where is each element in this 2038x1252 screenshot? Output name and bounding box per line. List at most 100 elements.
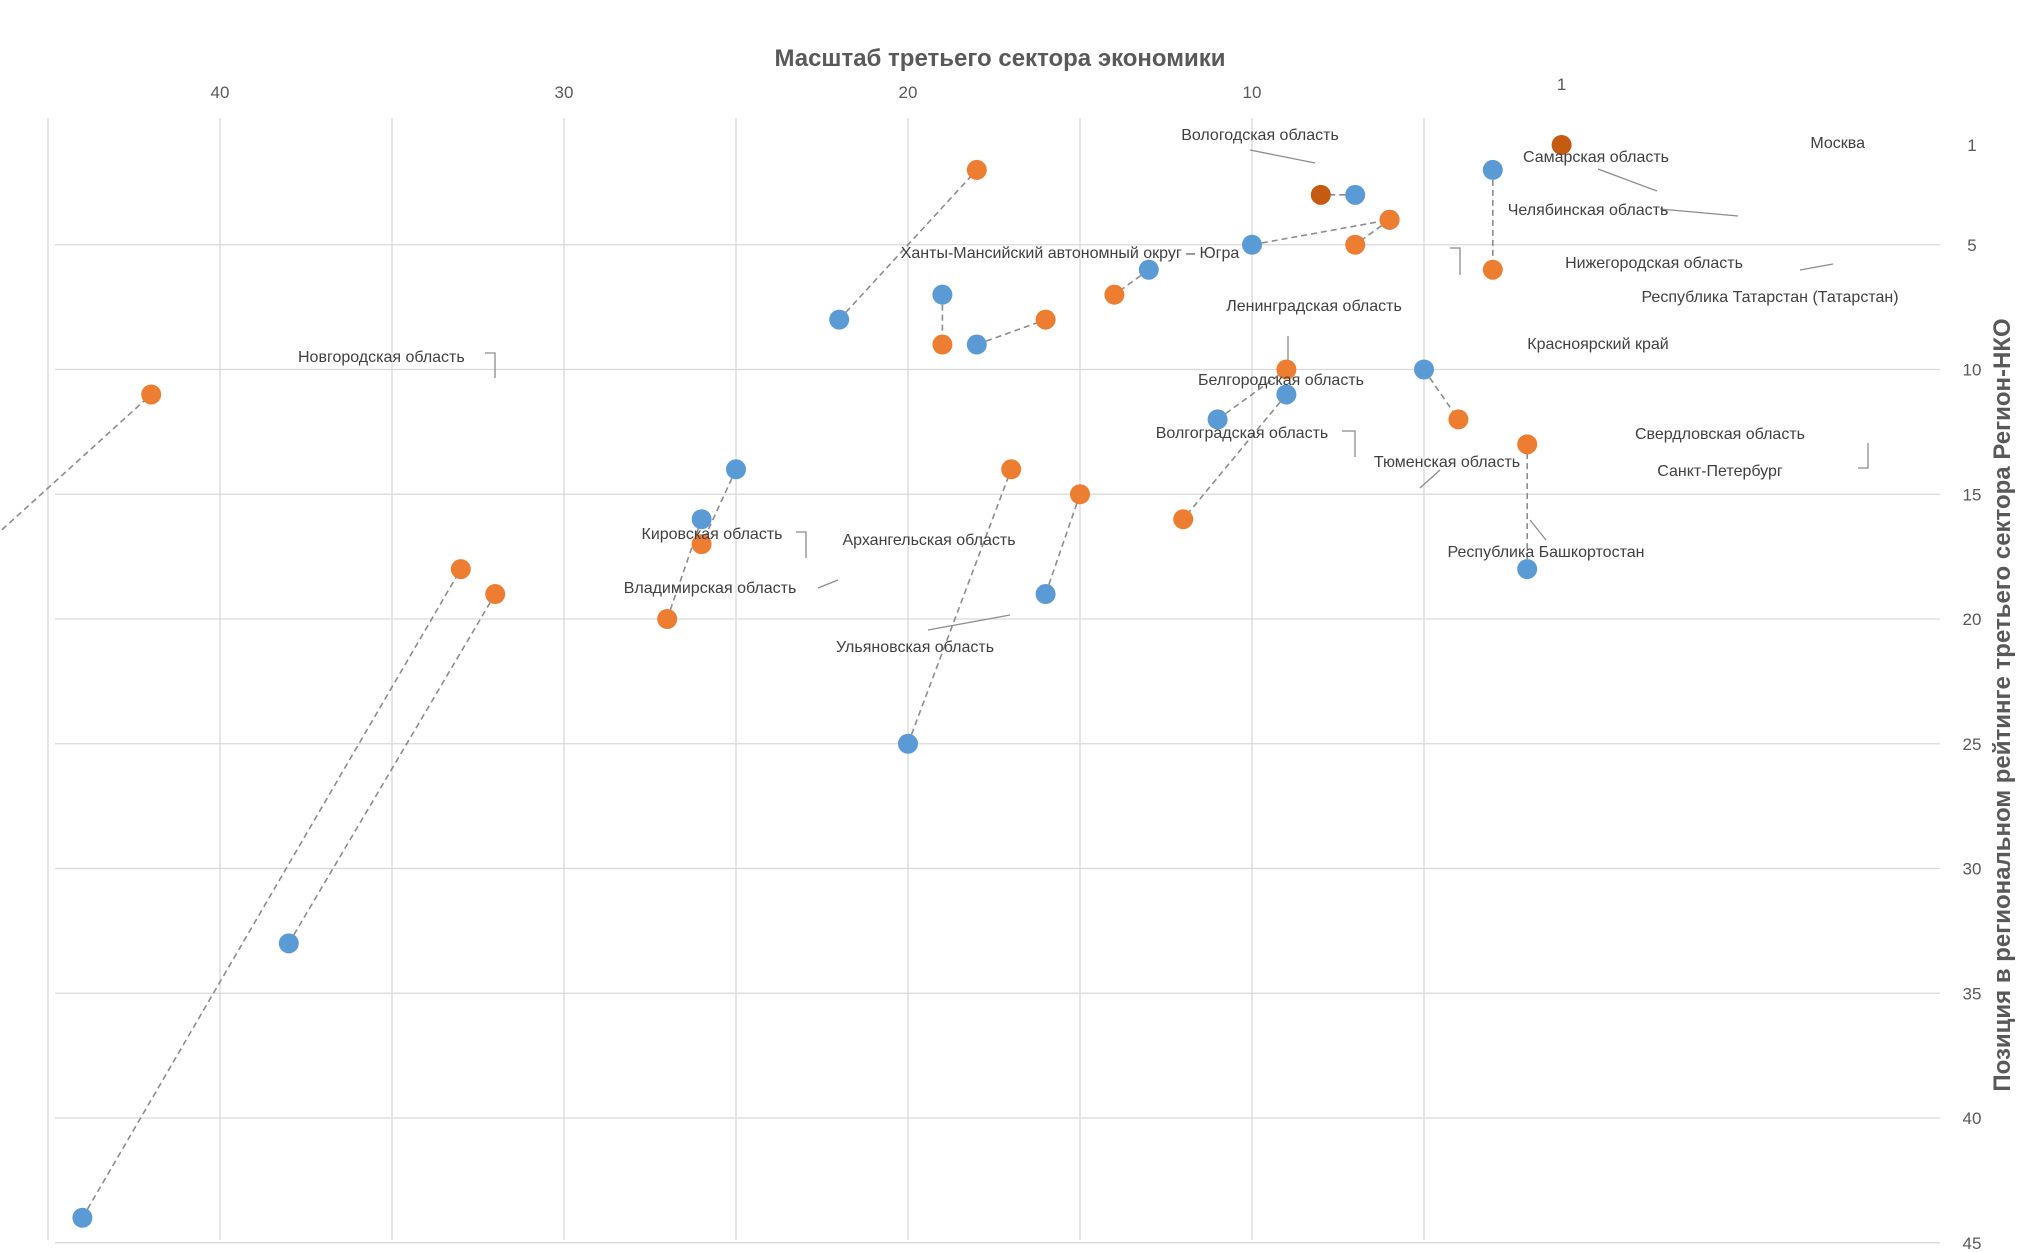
point-before bbox=[1242, 234, 1262, 255]
region-label: Архангельская область bbox=[842, 532, 1015, 549]
point-after bbox=[141, 384, 162, 405]
point-before bbox=[726, 459, 746, 480]
connector bbox=[1251, 219, 1390, 246]
point-before bbox=[278, 933, 299, 954]
point-after bbox=[932, 334, 953, 355]
region-label: Владимирская область bbox=[624, 580, 797, 597]
point-before bbox=[1517, 559, 1538, 580]
point-after bbox=[1035, 309, 1056, 330]
point-after bbox=[1517, 434, 1538, 455]
point-after bbox=[1070, 484, 1090, 505]
point-before bbox=[1138, 259, 1159, 280]
region-label: Челябинская область bbox=[1508, 202, 1669, 219]
y-tick-label: 20 bbox=[1963, 610, 1982, 629]
y-tick-label: 1 bbox=[1967, 136, 1976, 155]
point-before bbox=[966, 334, 987, 355]
connector bbox=[288, 593, 496, 944]
y-axis-title: Позиция в региональном рейтинге третьего… bbox=[1989, 318, 2016, 1091]
point-after bbox=[1173, 509, 1194, 530]
y-tick-label: 10 bbox=[1963, 361, 1982, 380]
point-after bbox=[966, 159, 987, 180]
leader-line bbox=[1342, 430, 1356, 457]
point-after bbox=[1482, 259, 1503, 280]
region-label: Ханты-Мансийский автономный округ – Югра bbox=[901, 245, 1240, 262]
point-before bbox=[829, 309, 850, 330]
y-tick-label: 30 bbox=[1963, 860, 1982, 879]
leader-line bbox=[1249, 149, 1316, 164]
connector-layer bbox=[0, 169, 1528, 1219]
point-after bbox=[691, 534, 712, 555]
region-label: Кировская область bbox=[642, 526, 783, 543]
point-after bbox=[1276, 359, 1297, 380]
y-tick-label: 40 bbox=[1963, 1109, 1982, 1128]
point-before bbox=[1482, 159, 1503, 180]
region-label: Ульяновская область bbox=[836, 639, 994, 656]
grid-layer bbox=[47, 118, 1940, 1244]
leader-line bbox=[817, 579, 839, 589]
point-after bbox=[1551, 134, 1572, 155]
region-label: Красноярский край bbox=[1527, 336, 1668, 353]
point-after bbox=[657, 609, 678, 629]
point-before bbox=[932, 284, 953, 305]
region-label: Самарская область bbox=[1523, 149, 1669, 166]
tick-layer: 50403020101151015202530354045 bbox=[211, 75, 1982, 1252]
point-after bbox=[1379, 209, 1400, 230]
point-layer bbox=[72, 134, 1572, 1228]
point-before bbox=[72, 1207, 93, 1228]
region-label: Свердловская область bbox=[1635, 426, 1805, 443]
region-label: Санкт-Петербург bbox=[1657, 463, 1783, 480]
point-after bbox=[1104, 284, 1125, 305]
point-before bbox=[1207, 409, 1228, 430]
connector bbox=[81, 568, 462, 1219]
point-after bbox=[1448, 409, 1469, 430]
point-after bbox=[450, 559, 471, 580]
point-after bbox=[1310, 184, 1331, 205]
region-label: Ленинградская область bbox=[1226, 298, 1402, 315]
leader-line bbox=[485, 352, 496, 378]
region-label: Волгоградская область bbox=[1156, 425, 1329, 442]
connector bbox=[907, 469, 1012, 745]
leader-line bbox=[927, 614, 1011, 631]
point-before bbox=[1276, 384, 1297, 405]
leader-line bbox=[1419, 469, 1441, 489]
region-label: Новгородская область bbox=[298, 349, 465, 366]
leader-line bbox=[1799, 263, 1834, 271]
region-label: Москва bbox=[1810, 135, 1865, 152]
y-tick-label: 35 bbox=[1963, 984, 1982, 1003]
y-tick-label: 45 bbox=[1963, 1234, 1982, 1252]
x-tick-label: 30 bbox=[555, 83, 574, 102]
leader-line bbox=[1858, 443, 1869, 469]
connector bbox=[1044, 493, 1081, 595]
region-label: Белгородская область bbox=[1198, 372, 1364, 389]
leader-line bbox=[1450, 247, 1461, 275]
leader-layer bbox=[485, 149, 1869, 631]
y-tick-label: 5 bbox=[1967, 236, 1976, 255]
point-before bbox=[898, 733, 918, 754]
connector bbox=[700, 468, 737, 545]
point-before bbox=[1345, 184, 1366, 205]
connector bbox=[1217, 368, 1287, 421]
point-before bbox=[691, 509, 712, 530]
point-after bbox=[485, 584, 506, 605]
connector bbox=[976, 318, 1046, 346]
x-tick-label: 1 bbox=[1557, 75, 1566, 94]
connector bbox=[0, 393, 152, 533]
point-before bbox=[1035, 584, 1056, 605]
point-after bbox=[1345, 234, 1366, 255]
label-layer: Москва Вологодская область Самарская облас… bbox=[298, 127, 1899, 656]
leader-line bbox=[1597, 168, 1658, 192]
region-label: Республика Башкортостан bbox=[1448, 544, 1645, 561]
x-tick-label: 40 bbox=[211, 83, 230, 102]
leader-line bbox=[796, 531, 807, 558]
leader-line bbox=[1529, 519, 1547, 541]
x-axis-title: Масштаб третьего сектора экономики bbox=[774, 45, 1225, 72]
region-label: Республика Татарстан (Татарстан) bbox=[1641, 289, 1898, 306]
x-tick-label: 10 bbox=[1243, 83, 1262, 102]
leader-line bbox=[1659, 208, 1739, 217]
connector bbox=[1423, 369, 1460, 420]
region-label: Вологодская область bbox=[1181, 127, 1339, 144]
point-before bbox=[1414, 359, 1434, 380]
y-tick-label: 25 bbox=[1963, 735, 1982, 754]
point-after bbox=[1001, 459, 1022, 480]
